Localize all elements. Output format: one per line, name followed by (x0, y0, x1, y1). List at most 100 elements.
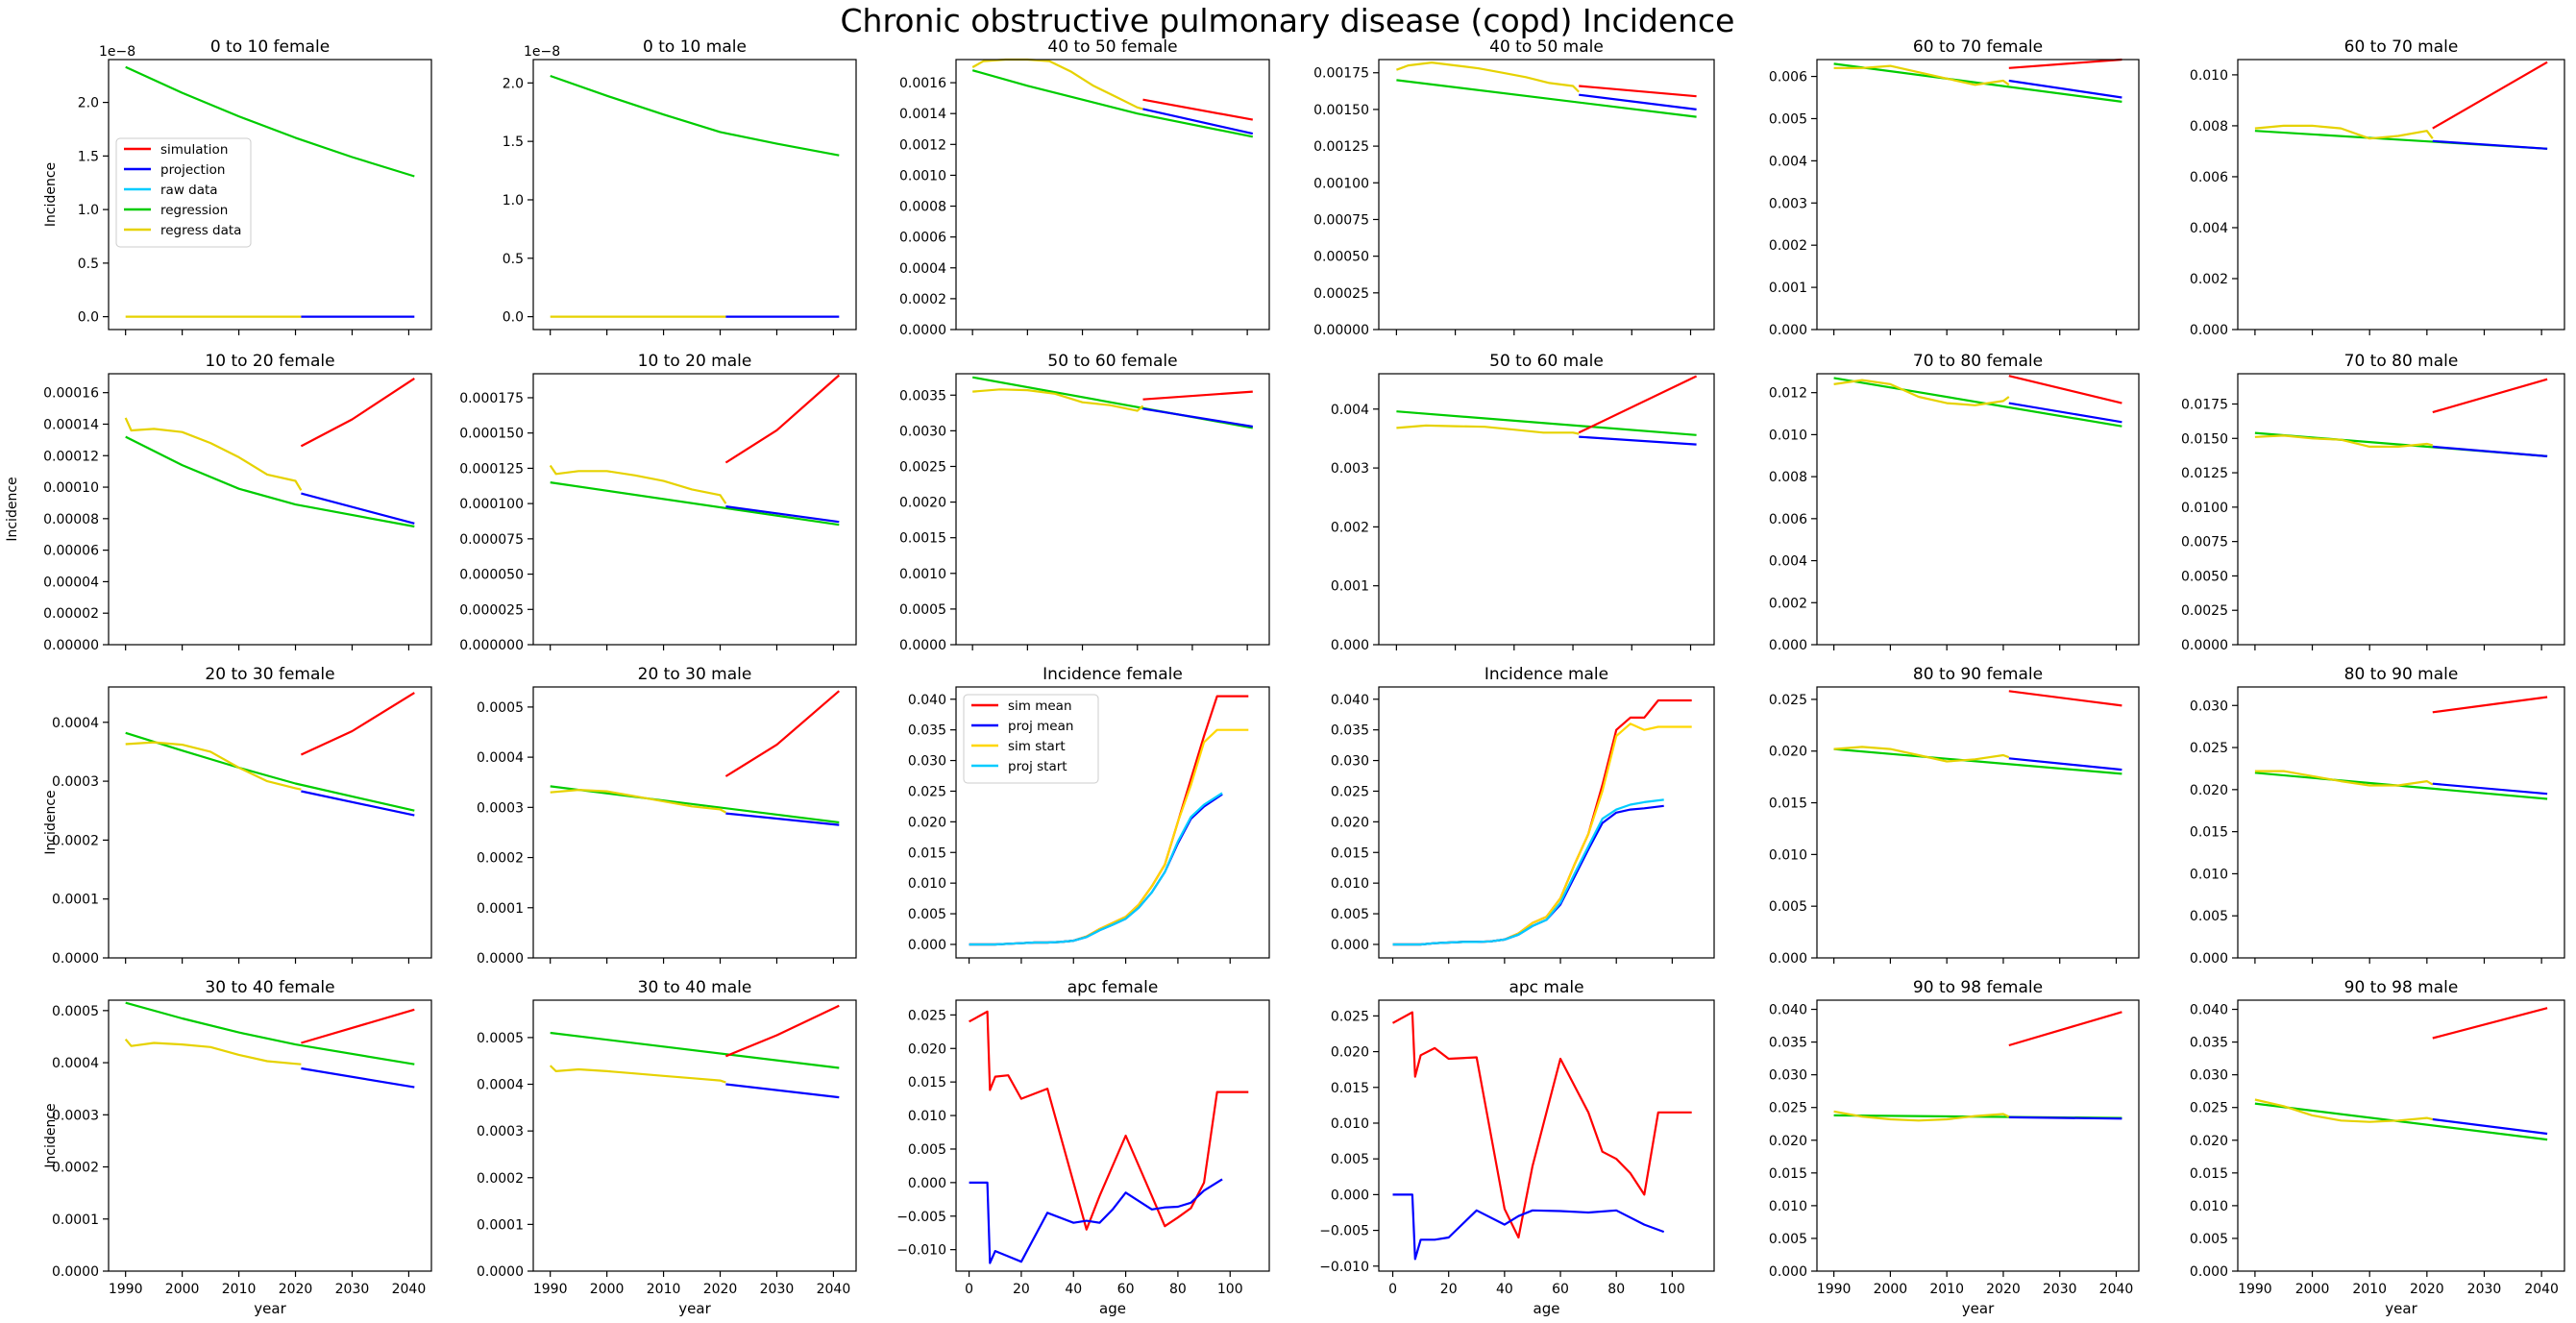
y-tick-label: 0.040 (1331, 693, 1369, 708)
y-tick-label: 0.0025 (2181, 603, 2228, 619)
series-line (1396, 61, 1580, 93)
y-axis-label: Incidence (5, 477, 20, 541)
x-axis-label: year (254, 1300, 286, 1317)
series-line (1142, 407, 1253, 428)
y-tick-label: 0.0000 (477, 1264, 524, 1280)
series-line (2008, 375, 2122, 404)
y-tick-label: 0.000100 (459, 497, 524, 512)
plot-frame (1816, 686, 2140, 959)
x-tick-label: 40 (1496, 1282, 1513, 1297)
y-tick-label: 0.030 (1769, 1068, 1807, 1084)
plot-frame (2237, 686, 2565, 959)
y-tick-label: 0.035 (2190, 1036, 2228, 1051)
y-tick-label: 0.00012 (43, 449, 99, 464)
y-tick-label: 0.015 (1331, 845, 1369, 861)
subplot-title: 10 to 20 female (205, 352, 334, 371)
plot-frame (108, 373, 432, 646)
series-line (2432, 696, 2548, 714)
plot-frame (2237, 59, 2565, 331)
y-tick-label: 0.0010 (899, 567, 946, 582)
plot-frame (955, 999, 1270, 1272)
subplot-title: 0 to 10 female (210, 37, 330, 57)
y-tick-label: 0.0005 (52, 1004, 99, 1019)
y-tick-label: 0.0016 (899, 76, 946, 91)
y-tick-label: 0.0075 (2181, 535, 2228, 551)
series-line (2254, 770, 2434, 787)
y-tick-label: 0.0 (78, 310, 99, 326)
y-tick-label: 0.0001 (477, 901, 524, 917)
subplot-11: 70 to 80 female 0.000 0.002 0.004 0.006 0.008… (1769, 352, 2140, 653)
y-tick-label: 0.5 (503, 252, 524, 267)
subplot-22: apc male −0.010 −0.005 0.000 0.005 0.010 0.015… (1319, 978, 1715, 1317)
y-tick-label: 1.0 (503, 193, 524, 208)
y-tick-label: 0.0 (503, 310, 524, 326)
y-tick-label: 0.025 (1331, 1009, 1369, 1024)
y-tick-label: 0.000 (1331, 1188, 1369, 1203)
legend-entry: regression (160, 203, 228, 218)
x-tick-label: 2000 (2295, 1282, 2330, 1297)
series-line (724, 374, 841, 464)
y-tick-label: 0.040 (1769, 1003, 1807, 1018)
y-tick-label: 0.001 (1331, 579, 1369, 595)
series-line (725, 812, 840, 826)
x-tick-label: 0 (1388, 1282, 1397, 1297)
y-tick-label: 0.015 (1769, 796, 1807, 812)
legend-entry: raw data (160, 183, 218, 198)
y-tick-label: 0.000 (908, 1176, 946, 1191)
y-tick-label: 0.010 (1331, 876, 1369, 892)
y-tick-label: 0.0002 (52, 833, 99, 848)
series-line (2432, 139, 2548, 150)
x-tick-label: 80 (1169, 1282, 1187, 1297)
series-line (2254, 434, 2434, 448)
y-tick-label: 0.015 (908, 1075, 946, 1090)
plot-frame (1378, 373, 1715, 646)
y-tick-label: −0.010 (1319, 1260, 1369, 1275)
subplot-title: 60 to 70 male (2344, 37, 2459, 57)
x-tick-label: 0 (965, 1282, 973, 1297)
x-tick-label: 2010 (647, 1282, 681, 1297)
series-line (1833, 377, 2122, 428)
series-line (969, 793, 1223, 946)
plot-frame (955, 686, 1270, 959)
series-line (1391, 1011, 1692, 1239)
series-line (1392, 698, 1692, 946)
plot-frame (1816, 999, 2140, 1272)
y-tick-label: 0.020 (2190, 1134, 2228, 1149)
y-tick-label: 0.0005 (899, 602, 946, 618)
y-tick-label: 0.000 (2190, 1264, 2228, 1280)
y-tick-label: 0.030 (2190, 698, 2228, 714)
subplot-20: 30 to 40 male 0.0000 0.0001 0.0002 0.0003 0.0… (477, 978, 857, 1317)
subplot-8: 10 to 20 male 0.000000 0.000025 0.000050 0.0… (459, 352, 857, 653)
y-tick-label: 0.006 (2190, 170, 2228, 185)
series-line (300, 692, 415, 756)
series-line (724, 1004, 840, 1058)
x-tick-label: 80 (1607, 1282, 1625, 1297)
y-tick-label: 0.005 (1331, 1152, 1369, 1167)
y-tick-label: 0.020 (1769, 1134, 1807, 1149)
subplot-title: 40 to 50 female (1047, 37, 1177, 57)
series-line (2432, 445, 2548, 457)
subplot-16: Incidence male 0.000 0.005 0.010 0.015 0.020 0… (1331, 665, 1715, 964)
y-tick-label: 0.020 (1331, 815, 1369, 830)
y-tick-label: −0.010 (896, 1243, 946, 1259)
y-tick-label: 0.000 (2190, 951, 2228, 967)
y-tick-label: 0.020 (2190, 783, 2228, 798)
x-tick-label: 2040 (817, 1282, 851, 1297)
legend-entry: simulation (160, 142, 228, 158)
series-line (301, 790, 415, 817)
series-line (550, 785, 840, 824)
subplot-title: 80 to 90 female (1913, 665, 2043, 684)
y-tick-label: 2.0 (78, 96, 99, 111)
series-line (125, 435, 415, 528)
y-tick-label: 0.0001 (52, 893, 99, 908)
x-tick-label: 2020 (1986, 1282, 2021, 1297)
series-line (724, 690, 841, 777)
x-tick-label: 40 (1065, 1282, 1082, 1297)
series-line (1833, 1110, 2010, 1122)
x-tick-label: 100 (1659, 1282, 1685, 1297)
series-line (1392, 1193, 1665, 1261)
series-line (300, 377, 415, 448)
subplot-6: 60 to 70 male 0.000 0.002 0.004 0.006 0.008 0.… (2190, 37, 2565, 338)
x-tick-label: 1990 (1817, 1282, 1852, 1297)
